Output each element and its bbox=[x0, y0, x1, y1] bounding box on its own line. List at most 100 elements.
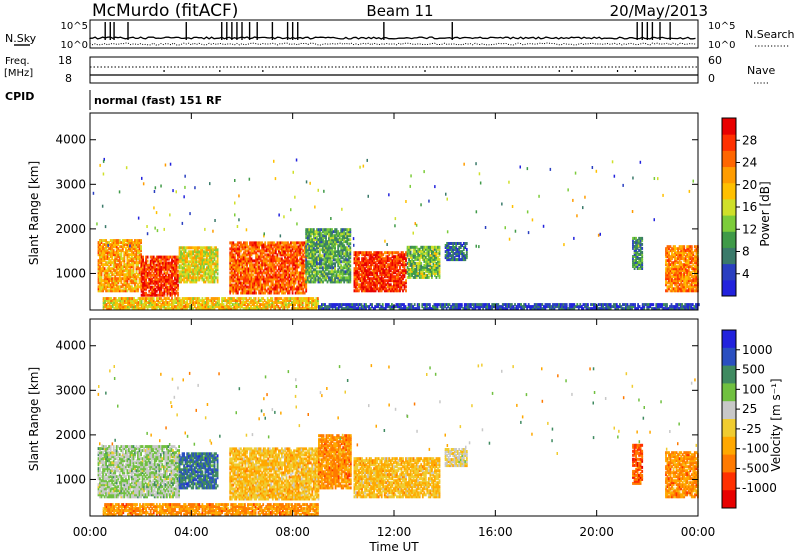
echo-cell bbox=[464, 254, 467, 258]
echo-cell bbox=[195, 258, 198, 262]
echo-cell bbox=[154, 281, 157, 285]
echo-cell bbox=[243, 285, 245, 289]
echo-cell bbox=[346, 252, 349, 256]
echo-cell bbox=[105, 297, 108, 301]
echo-cell bbox=[268, 275, 271, 279]
echo-cell bbox=[317, 254, 320, 258]
echo-cell bbox=[177, 259, 179, 263]
echo-cell bbox=[344, 246, 347, 250]
freq-mark bbox=[262, 70, 264, 72]
echo-cell bbox=[346, 250, 349, 254]
echo-cell bbox=[695, 273, 698, 277]
echo-cell bbox=[367, 283, 369, 287]
echo-cell bbox=[206, 248, 208, 252]
echo-cell bbox=[434, 265, 436, 269]
echo-cell bbox=[403, 281, 406, 285]
echo-cell bbox=[287, 243, 289, 247]
echo-cell bbox=[140, 287, 143, 291]
echo-cell bbox=[118, 289, 121, 293]
echo-cell bbox=[287, 285, 289, 289]
echo-cell bbox=[686, 255, 689, 259]
echo-cell bbox=[206, 266, 208, 270]
echo-cell bbox=[258, 247, 260, 251]
echo-cell bbox=[400, 285, 403, 289]
echo-cell bbox=[346, 248, 349, 252]
echo-cell bbox=[314, 278, 317, 282]
echo-cell bbox=[294, 269, 297, 273]
echo-cell bbox=[284, 245, 286, 249]
echo-cell bbox=[195, 264, 198, 268]
echo-cell bbox=[695, 275, 698, 279]
echo-cell bbox=[309, 232, 312, 236]
echo-cell bbox=[180, 272, 182, 276]
echo-cell bbox=[114, 289, 117, 293]
echo-cell bbox=[337, 230, 340, 234]
echo-cell bbox=[452, 256, 455, 260]
echo-cell bbox=[312, 254, 315, 258]
echo-cell bbox=[177, 291, 179, 295]
echo-cell bbox=[154, 265, 157, 269]
echo-cell bbox=[405, 285, 407, 289]
echo-cell bbox=[370, 287, 372, 291]
echo-cell bbox=[303, 291, 306, 295]
echo-cell bbox=[402, 277, 404, 281]
echo-cell bbox=[431, 273, 433, 277]
echo-cell bbox=[328, 276, 330, 280]
echo-cell bbox=[281, 245, 283, 249]
echo-cell bbox=[114, 263, 117, 267]
echo-cell bbox=[335, 270, 338, 274]
echo-cell bbox=[294, 261, 297, 265]
echo-cell bbox=[328, 228, 330, 232]
echo-cell bbox=[249, 269, 251, 273]
echo-cell bbox=[666, 285, 669, 289]
echo-cell bbox=[112, 253, 115, 257]
echo-cell bbox=[241, 287, 244, 291]
echo-cell bbox=[666, 269, 669, 273]
echo-cell bbox=[356, 275, 359, 279]
echo-cell bbox=[207, 276, 210, 280]
echo-cell bbox=[406, 261, 409, 265]
echo-cell bbox=[135, 243, 138, 247]
echo-cell bbox=[232, 275, 235, 279]
echo-cell bbox=[216, 276, 219, 280]
echo-cell bbox=[114, 245, 117, 249]
echo-cell bbox=[340, 280, 343, 284]
echo-cell bbox=[192, 280, 195, 284]
echo-cell bbox=[268, 241, 271, 245]
echo-cell bbox=[284, 287, 286, 291]
echo-cell bbox=[230, 275, 233, 279]
echo-cell bbox=[267, 265, 270, 269]
echo-cell bbox=[312, 262, 315, 266]
echo-cell bbox=[355, 275, 357, 279]
echo-cell bbox=[309, 262, 312, 266]
echo-cell bbox=[464, 244, 467, 247]
echo-cell bbox=[235, 245, 238, 249]
echo-cell bbox=[414, 251, 417, 255]
echo-cell bbox=[380, 251, 383, 255]
echo-cell bbox=[131, 289, 133, 293]
echo-cell bbox=[113, 297, 116, 301]
echo-cell bbox=[258, 243, 260, 247]
echo-cell bbox=[193, 256, 196, 260]
echo-cell bbox=[382, 263, 385, 267]
echo-cell bbox=[309, 246, 312, 250]
echo-cell bbox=[134, 277, 136, 281]
echo-cell bbox=[288, 245, 291, 249]
echo-cell bbox=[335, 242, 338, 246]
echo-cell bbox=[367, 285, 369, 289]
echo-cell bbox=[137, 263, 139, 267]
echo-cell bbox=[325, 278, 327, 282]
echo-cell bbox=[308, 256, 311, 260]
echo-cell bbox=[177, 305, 179, 309]
echo-cell bbox=[238, 265, 241, 269]
echo-cell bbox=[444, 246, 447, 249]
echo-cell bbox=[271, 273, 274, 277]
echo-cell bbox=[379, 261, 382, 265]
echo-cell bbox=[262, 275, 265, 279]
echo-cell bbox=[265, 259, 268, 263]
echo-cell bbox=[320, 278, 323, 282]
echo-cell bbox=[438, 247, 441, 251]
echo-cell bbox=[308, 266, 311, 270]
echo-cell bbox=[149, 271, 152, 275]
echo-cell bbox=[684, 249, 687, 253]
